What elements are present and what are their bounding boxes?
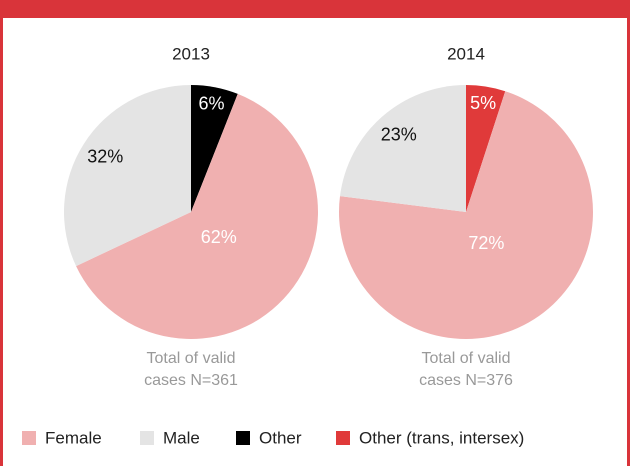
- pie-slice: [466, 85, 506, 212]
- pie-slice: [76, 93, 318, 339]
- legend-swatch: [236, 431, 250, 445]
- slice-label: 23%: [381, 125, 417, 145]
- legend-swatch: [336, 431, 350, 445]
- chart-title: 2013: [172, 44, 210, 63]
- pie-slice: [63, 85, 191, 267]
- slice-label: 72%: [468, 233, 504, 253]
- legend-label: Other: [259, 428, 302, 447]
- right-border: [627, 0, 630, 466]
- slice-label: 62%: [201, 227, 237, 247]
- pie-slice: [340, 85, 466, 212]
- left-border: [0, 0, 3, 466]
- pie-slice: [338, 91, 593, 339]
- slice-label: 6%: [198, 93, 224, 113]
- note: Total of valid: [422, 350, 511, 367]
- pie-slice: [191, 85, 238, 212]
- legend-label: Other (trans, intersex): [359, 428, 524, 447]
- note: Total of valid: [147, 350, 236, 367]
- note: cases N=361: [144, 372, 238, 389]
- slice-label: 5%: [470, 93, 496, 113]
- note: cases N=376: [419, 372, 513, 389]
- chart-title: 2014: [447, 44, 485, 63]
- top-bar: [0, 0, 630, 18]
- legend-label: Female: [45, 428, 102, 447]
- legend-swatch: [22, 431, 36, 445]
- slice-label: 32%: [87, 146, 123, 166]
- legend-swatch: [140, 431, 154, 445]
- legend-label: Male: [163, 428, 200, 447]
